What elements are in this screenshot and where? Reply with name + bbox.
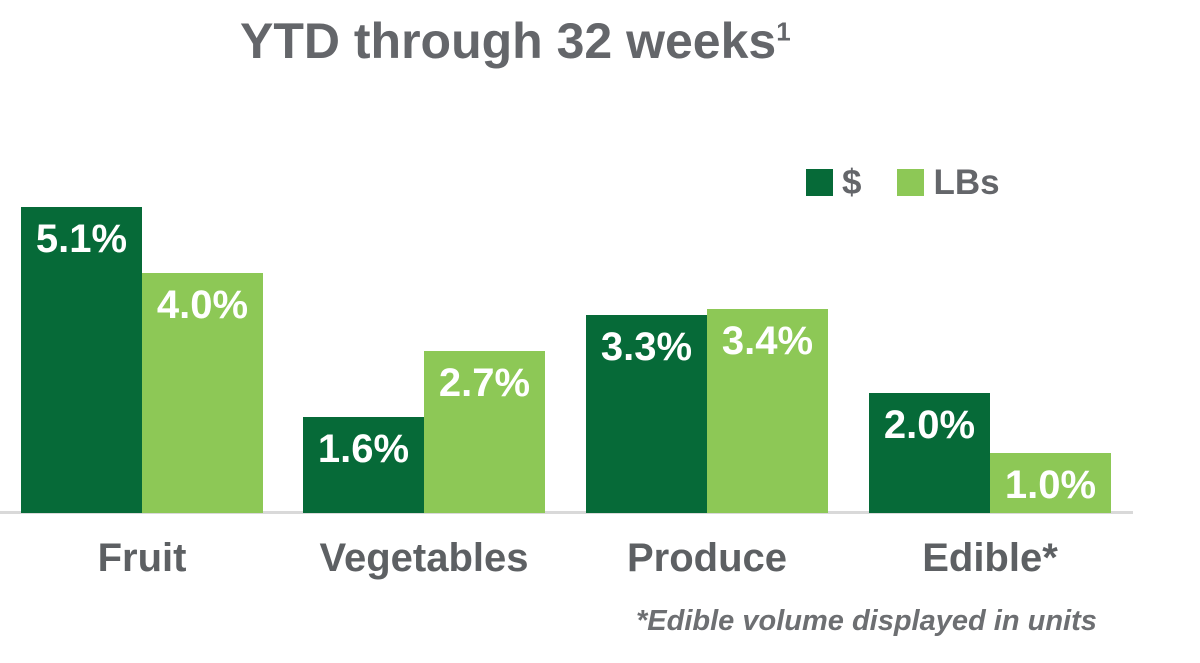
bar-value-label: 2.7%	[438, 361, 531, 405]
bar-vegetables-lbs: 2.7%	[424, 351, 545, 513]
bar-edible-dollars: 2.0%	[869, 393, 990, 513]
x-axis-line	[0, 511, 1133, 514]
bar-produce-lbs: 3.4%	[707, 309, 828, 513]
category-label-produce: Produce	[626, 536, 788, 580]
page-title-text: YTD through 32 weeks	[240, 13, 777, 69]
legend-label: $	[842, 163, 862, 202]
bar-vegetables-dollars: 1.6%	[303, 417, 424, 513]
bar-value-label: 3.4%	[721, 319, 814, 363]
category-label-fruit: Fruit	[97, 536, 187, 580]
bar-fruit-lbs: 4.0%	[142, 273, 263, 513]
category-label-vegetables: Vegetables	[319, 536, 529, 580]
bar-fruit-dollars: 5.1%	[21, 207, 142, 513]
legend-label: LBs	[933, 163, 1000, 202]
bar-value-label: 5.1%	[35, 217, 128, 261]
legend: $ LBs	[806, 165, 1000, 200]
category-label-edible: Edible*	[922, 536, 1058, 580]
bar-value-label: 3.3%	[600, 325, 693, 369]
bar-value-label: 1.6%	[317, 427, 410, 471]
legend-item-lbs: LBs	[897, 163, 1000, 202]
bar-value-label: 4.0%	[156, 283, 249, 327]
bar-produce-dollars: 3.3%	[586, 315, 707, 513]
legend-item-dollars: $	[806, 165, 861, 200]
bar-value-label: 2.0%	[883, 403, 976, 447]
bar-value-label: 1.0%	[1004, 463, 1097, 507]
bar-edible-lbs: 1.0%	[990, 453, 1111, 513]
page-title: YTD through 32 weeks1	[240, 12, 791, 70]
title-superscript: 1	[776, 16, 791, 47]
legend-swatch-icon	[897, 169, 925, 196]
footnote: *Edible volume displayed in units	[636, 605, 1097, 637]
legend-swatch-icon	[806, 169, 833, 196]
